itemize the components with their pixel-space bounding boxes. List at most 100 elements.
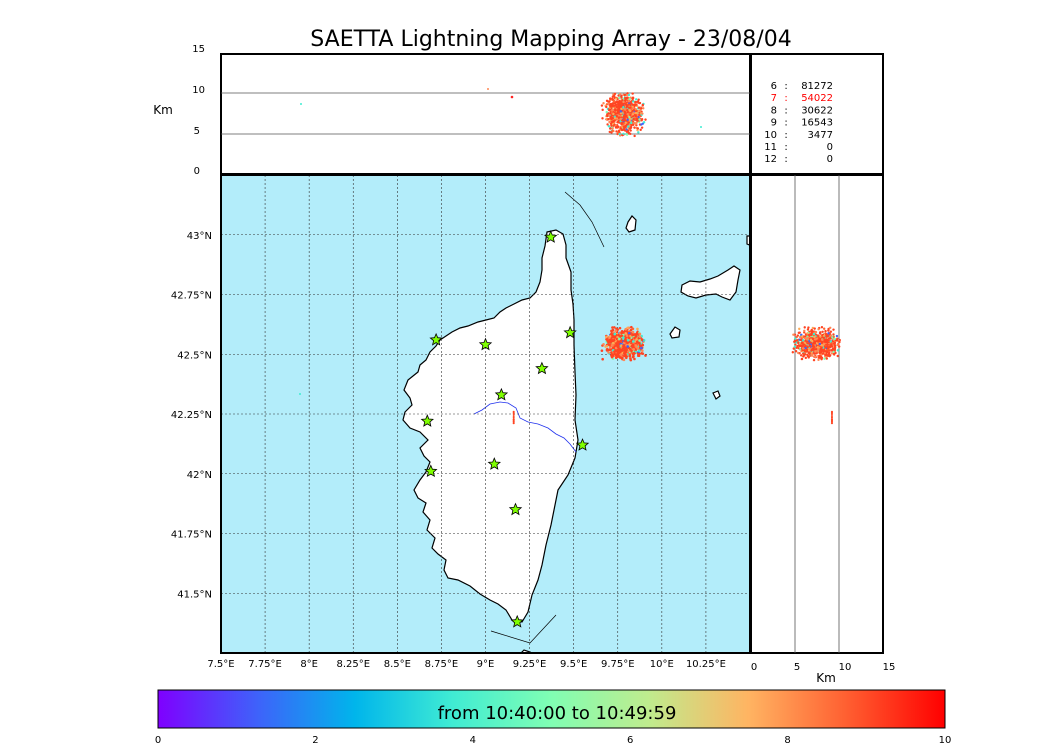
lightning-source-lon-alt xyxy=(510,95,514,99)
lightning-source-lon-alt xyxy=(640,107,643,110)
lightning-source-lon-alt xyxy=(624,102,627,106)
lightning-source xyxy=(614,354,618,357)
lightning-source-lon-alt xyxy=(632,106,635,110)
lightning-source-alt-lat xyxy=(821,330,824,333)
lightning-source-alt-lat xyxy=(816,346,819,349)
lat-tick-label: 42.75°N xyxy=(171,291,212,302)
side-panel-points xyxy=(791,326,841,425)
lightning-source-lon-alt xyxy=(608,100,611,103)
lightning-source-lon-alt xyxy=(617,108,621,111)
colorbar-tick-label: 4 xyxy=(470,735,476,746)
lightning-source-lon-alt xyxy=(616,121,620,124)
lightning-source-alt-lat xyxy=(805,348,809,351)
lightning-source-lon-alt xyxy=(609,127,612,130)
lon-tick-label: 9°E xyxy=(477,659,495,670)
lightning-source-alt-lat xyxy=(828,351,831,354)
lightning-source xyxy=(620,356,623,360)
lightning-source-alt-lat xyxy=(817,328,820,331)
lightning-source xyxy=(636,347,640,350)
lightning-source-lon-alt xyxy=(617,111,620,114)
lightning-source-lon-alt xyxy=(623,110,626,113)
lightning-source-lon-alt xyxy=(640,126,644,129)
lightning-source xyxy=(638,352,641,356)
count-value: 81272 xyxy=(801,81,833,92)
lightning-source-alt-lat xyxy=(830,410,833,413)
lightning-source-lon-alt xyxy=(618,132,621,136)
count-sep: : xyxy=(784,105,787,116)
lightning-source-lon-alt xyxy=(622,119,625,122)
lightning-source-alt-lat xyxy=(806,340,809,343)
lightning-source-lon-alt xyxy=(617,103,620,106)
lightning-source-alt-lat xyxy=(833,344,837,347)
lightning-source-alt-lat xyxy=(797,341,800,345)
lightning-source xyxy=(628,354,632,357)
lightning-source xyxy=(512,417,515,420)
lightning-source xyxy=(620,330,624,334)
count-level: 10 xyxy=(764,130,777,141)
lightning-source-lon-alt xyxy=(619,112,623,115)
lightning-source-lon-alt xyxy=(627,93,631,97)
lightning-source xyxy=(634,348,638,351)
lightning-source-lon-alt xyxy=(619,110,622,113)
colorbar-label: from 10:40:00 to 10:49:59 xyxy=(438,703,677,724)
lightning-source-alt-lat xyxy=(813,340,817,343)
lightning-source-alt-lat xyxy=(792,333,795,336)
lightning-source xyxy=(512,410,515,413)
lightning-source-alt-lat xyxy=(830,414,833,417)
lightning-source-alt-lat xyxy=(825,357,828,360)
lightning-source-lon-alt xyxy=(607,118,610,121)
lightning-source-lon-alt xyxy=(626,125,630,128)
lightning-source xyxy=(638,339,641,342)
colorbar-ticks: 0 2 4 6 8 10 xyxy=(155,735,952,746)
lightning-source-alt-lat xyxy=(800,354,803,357)
lightning-source-alt-lat xyxy=(821,338,824,342)
lightning-source-lon-alt xyxy=(614,97,618,100)
lon-tick-labels: 7.5°E 7.75°E 8°E 8.25°E 8.5°E 8.75°E 9°E 9.25°E… xyxy=(207,659,726,670)
lightning-source-lon-alt xyxy=(619,127,623,130)
lightning-source-alt-lat xyxy=(804,344,807,347)
lightning-source-lon-alt xyxy=(612,100,616,103)
lightning-source xyxy=(633,357,636,361)
lightning-source-lon-alt xyxy=(644,118,647,121)
lightning-source xyxy=(609,348,613,351)
lightning-source-lon-alt xyxy=(619,117,623,121)
lightning-source-alt-lat xyxy=(794,343,797,346)
lightning-source xyxy=(634,344,638,347)
lightning-source-lon-alt xyxy=(601,117,604,120)
lightning-source-lon-alt xyxy=(623,108,626,111)
lightning-source-lon-alt xyxy=(628,97,631,101)
lightning-source xyxy=(623,339,626,343)
lightning-source-lon-alt xyxy=(629,103,632,107)
altitude-lat-frame xyxy=(750,174,884,654)
lightning-source-alt-lat xyxy=(832,328,835,331)
lon-tick-label: 7.75°E xyxy=(248,659,282,670)
lightning-source-lon-alt xyxy=(627,121,630,124)
lightning-source-alt-lat xyxy=(820,326,824,329)
lat-tick-label: 43°N xyxy=(187,231,212,242)
lon-tick-label: 9.75°E xyxy=(601,659,635,670)
lightning-source xyxy=(615,344,618,347)
lightning-source-alt-lat xyxy=(823,338,827,342)
lightning-source-lon-alt xyxy=(629,126,633,129)
lightning-source xyxy=(607,351,610,354)
lightning-source-lon-alt xyxy=(607,108,611,112)
lightning-source xyxy=(622,336,625,339)
lon-tick-label: 8.5°E xyxy=(384,659,411,670)
source-counts-frame xyxy=(750,53,884,175)
lightning-source-alt-lat xyxy=(798,327,801,331)
count-sep: : xyxy=(784,130,787,141)
lightning-source xyxy=(630,325,633,329)
lightning-source-alt-lat xyxy=(817,358,820,362)
lightning-source-alt-lat xyxy=(811,344,815,348)
lightning-source-lon-alt xyxy=(611,129,614,133)
lightning-source xyxy=(512,414,515,417)
lightning-source-lon-alt xyxy=(628,116,631,119)
lightning-source xyxy=(628,343,631,347)
lightning-source-alt-lat xyxy=(819,331,822,334)
lightning-source-lon-alt xyxy=(624,99,627,102)
lightning-source-alt-lat xyxy=(823,349,826,353)
top-ytick-0: 0 xyxy=(194,166,200,177)
lightning-source-lon-alt xyxy=(627,99,631,103)
lightning-source-alt-lat xyxy=(810,353,813,356)
